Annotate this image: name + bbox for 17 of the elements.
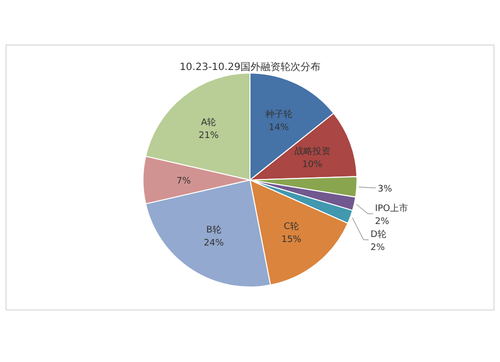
slice-label: 战略投资 bbox=[294, 146, 330, 158]
data-label: 15% bbox=[281, 234, 302, 245]
data-label: 2% bbox=[374, 216, 390, 227]
data-label: 7% bbox=[176, 176, 192, 186]
slice-label: 种子轮 bbox=[265, 109, 292, 120]
data-label: 21% bbox=[198, 131, 220, 142]
data-label: 24% bbox=[204, 238, 224, 249]
data-label: 14% bbox=[268, 123, 290, 134]
slice-label: B轮 bbox=[206, 224, 222, 236]
data-label: 2% bbox=[370, 242, 386, 253]
slice-label: D轮 bbox=[370, 228, 386, 240]
slice-label: C轮 bbox=[284, 220, 300, 232]
chart-title: 10.23-10.29国外融资轮次分布 bbox=[180, 61, 320, 73]
slice-label: A轮 bbox=[201, 117, 216, 128]
slice-label: IPO上市 bbox=[374, 202, 408, 214]
data-label: 3% bbox=[378, 184, 392, 194]
data-label: 10% bbox=[302, 160, 323, 170]
